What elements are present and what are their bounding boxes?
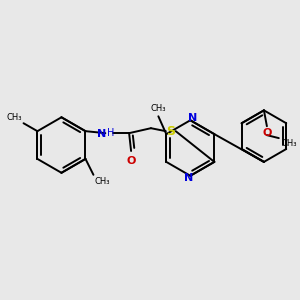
Text: O: O — [126, 156, 136, 166]
Text: CH₃: CH₃ — [6, 113, 22, 122]
Text: O: O — [262, 128, 272, 138]
Text: S: S — [166, 125, 175, 138]
Text: CH₃: CH₃ — [151, 104, 166, 113]
Text: CH₃: CH₃ — [282, 139, 297, 148]
Text: N: N — [97, 129, 106, 139]
Text: N: N — [188, 113, 197, 123]
Text: CH₃: CH₃ — [94, 177, 110, 186]
Text: H: H — [107, 128, 115, 138]
Text: N: N — [184, 173, 193, 183]
